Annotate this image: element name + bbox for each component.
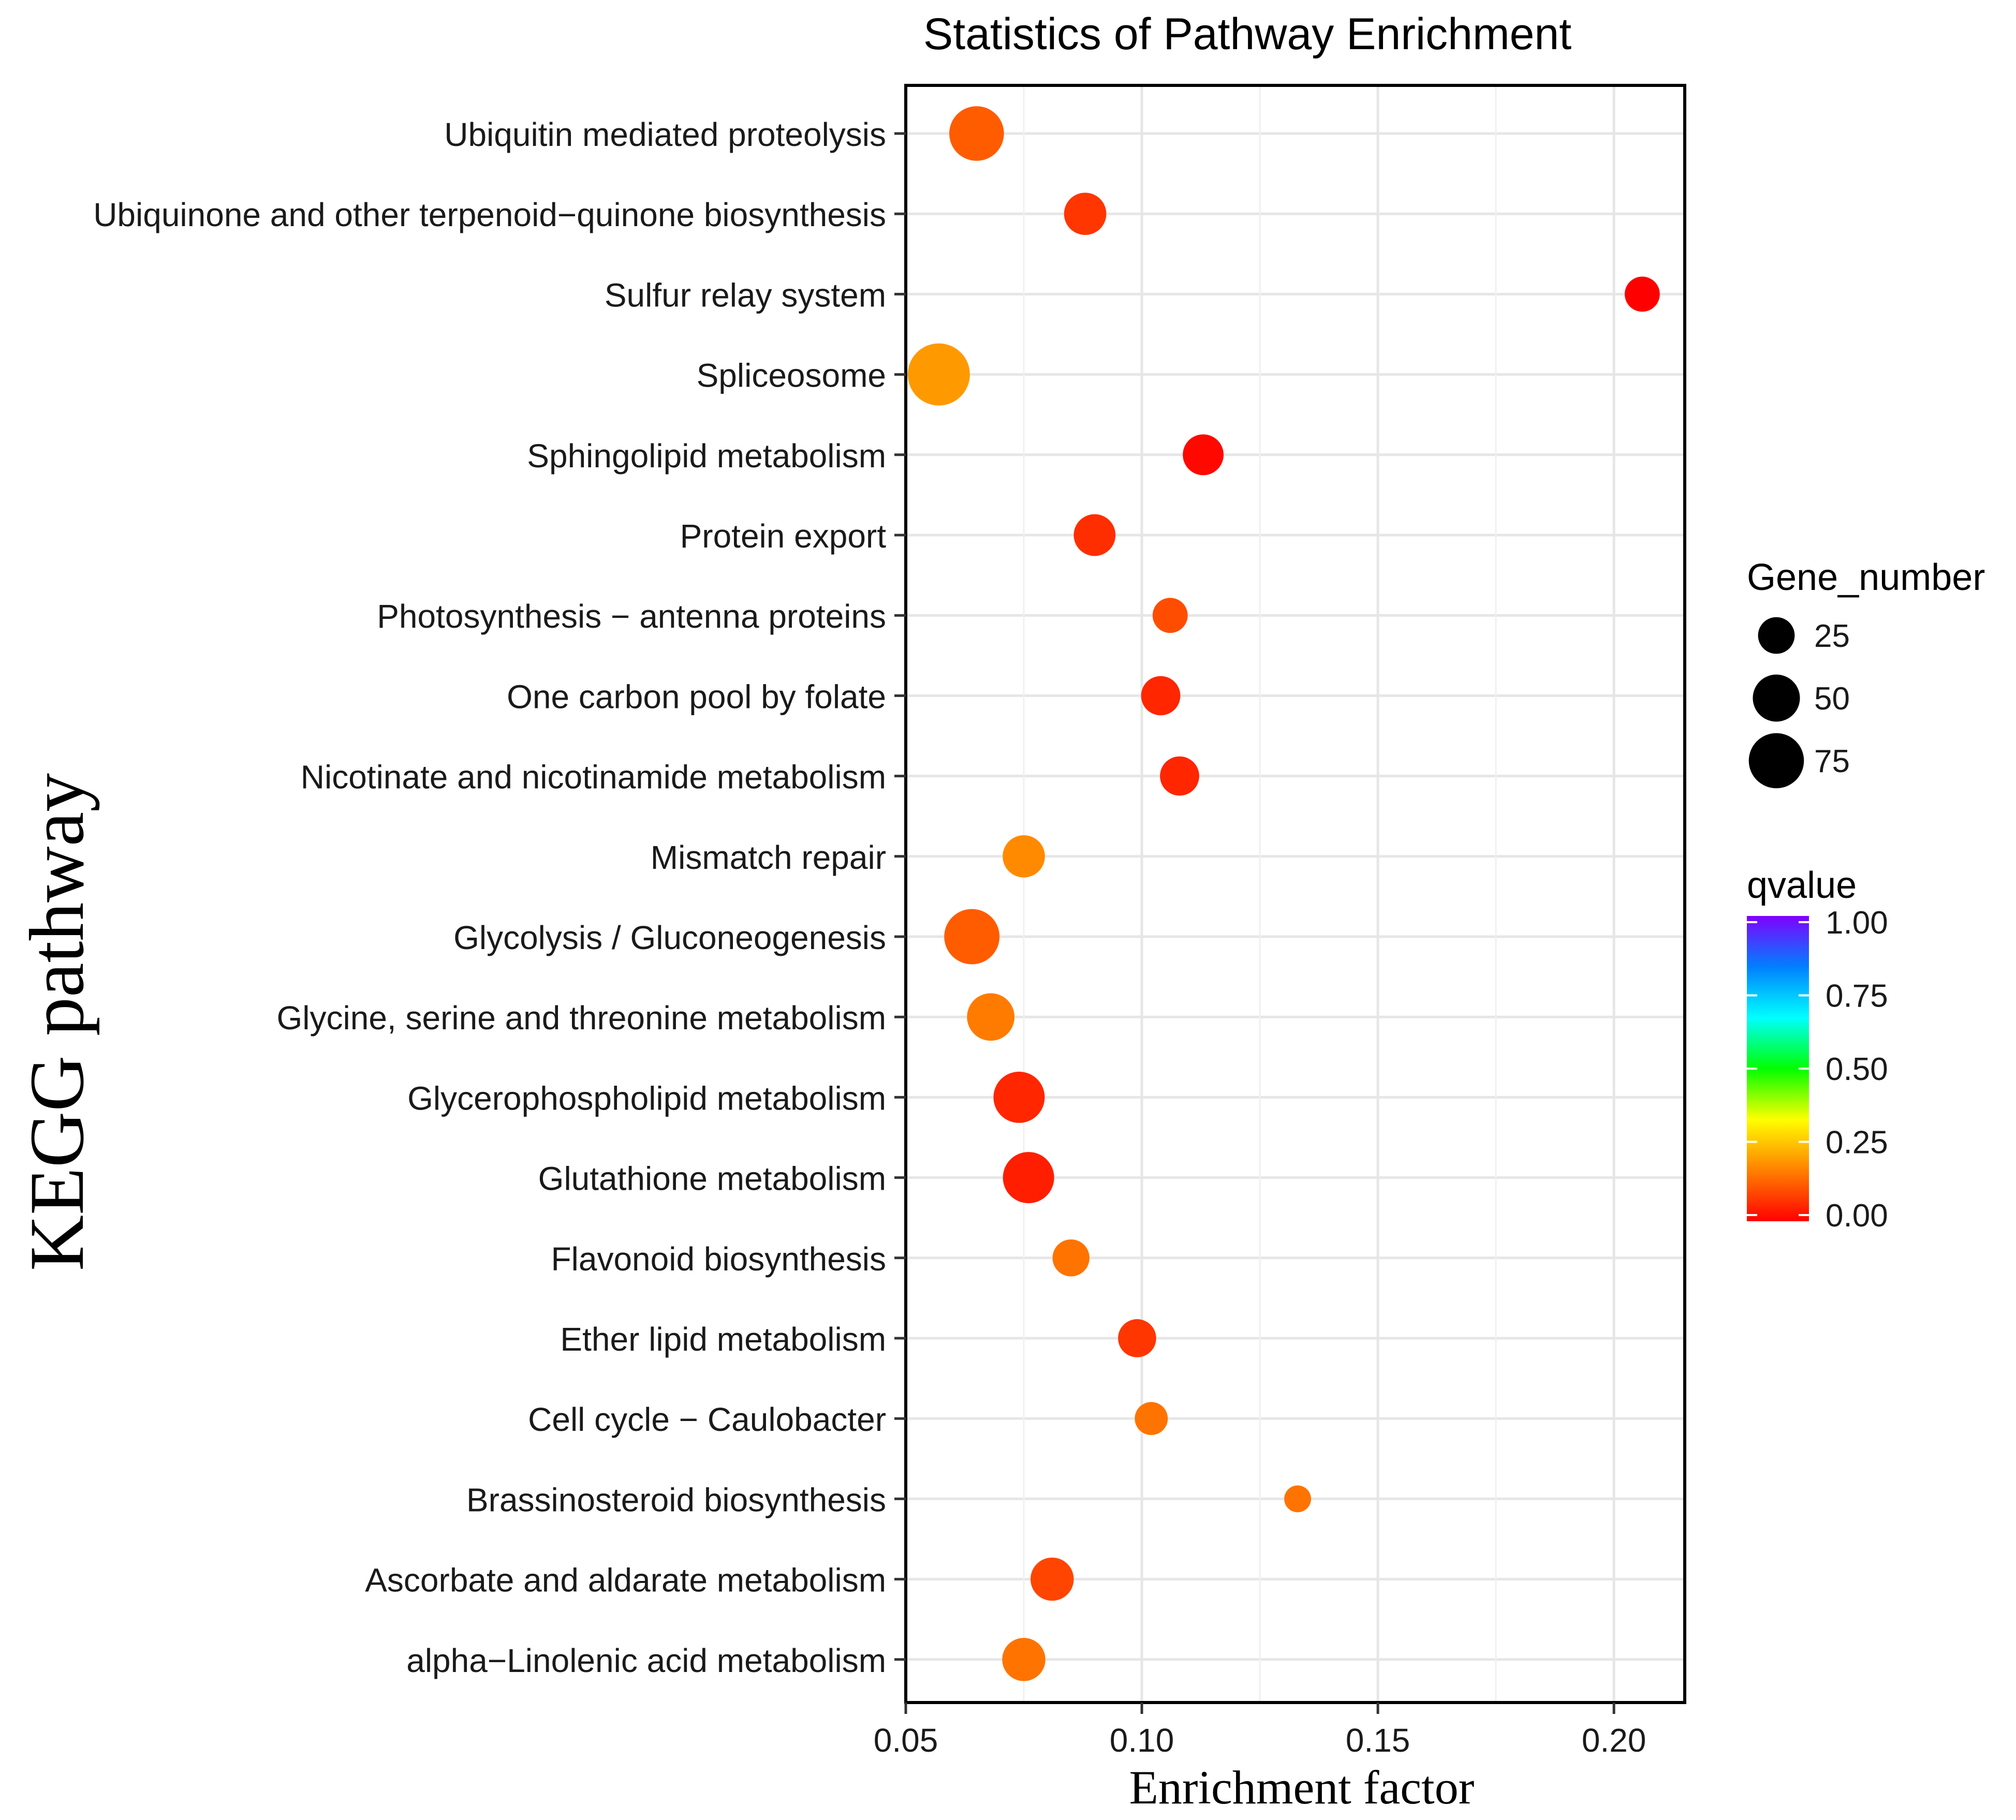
size-legend-key [1753, 674, 1800, 722]
y-tick-label: Ubiquinone and other terpenoid−quinone b… [93, 196, 886, 233]
data-point [1118, 1319, 1156, 1357]
y-tick-label: Glycine, serine and threonine metabolism [277, 999, 887, 1037]
data-point [907, 343, 970, 406]
size-legend-key [1748, 733, 1804, 789]
data-point [1135, 1402, 1168, 1436]
y-axis-tick-labels: Ubiquitin mediated proteolysis Ubiquinone… [93, 116, 906, 1679]
data-point [1003, 1152, 1054, 1204]
chart-title: Statistics of Pathway Enrichment [923, 9, 1571, 59]
size-legend-label: 75 [1814, 744, 1850, 779]
x-axis-ticks: 0.05 0.10 0.15 0.20 [874, 1703, 1646, 1759]
y-tick-label: Mismatch repair [651, 839, 886, 876]
y-tick-label: Brassinosteroid biosynthesis [466, 1481, 886, 1518]
x-tick-label: 0.05 [874, 1722, 938, 1759]
size-legend-label: 50 [1814, 681, 1850, 717]
y-tick-label: alpha−Linolenic acid metabolism [406, 1642, 886, 1679]
y-tick-label: Glycerophospholipid metabolism [407, 1079, 886, 1117]
y-axis-label: KEGG pathway [14, 773, 100, 1271]
data-point [1183, 434, 1224, 476]
data-point [1002, 1638, 1046, 1681]
y-tick-label: Ubiquitin mediated proteolysis [444, 116, 886, 153]
y-tick-label: Sphingolipid metabolism [527, 437, 886, 475]
y-tick-label: Flavonoid biosynthesis [551, 1240, 886, 1278]
data-point [1031, 1557, 1074, 1601]
y-tick-label: Nicotinate and nicotinamide metabolism [301, 759, 886, 796]
y-tick-label: Photosynthesis − antenna proteins [377, 598, 886, 635]
size-legend-key [1758, 617, 1795, 654]
plot-panel-border [904, 84, 1686, 1704]
data-point [1152, 598, 1188, 633]
data-point [1003, 835, 1045, 878]
data-point [1064, 193, 1107, 235]
x-axis-label: Enrichment factor [1129, 1761, 1475, 1814]
data-point [1073, 514, 1116, 556]
data-point [1284, 1485, 1311, 1513]
data-points [907, 106, 1660, 1681]
colorbar-label: 0.00 [1826, 1198, 1888, 1234]
data-point [967, 993, 1015, 1041]
y-tick-label: Cell cycle − Caulobacter [528, 1401, 886, 1438]
data-point [949, 106, 1004, 161]
x-tick-label: 0.20 [1582, 1722, 1646, 1759]
y-tick-label: Ether lipid metabolism [560, 1321, 886, 1358]
x-tick-label: 0.15 [1346, 1722, 1410, 1759]
y-tick-label: One carbon pool by folate [507, 678, 886, 715]
size-legend-title: Gene_number [1747, 557, 1985, 598]
data-point [1141, 676, 1181, 716]
y-tick-label: Ascorbate and aldarate metabolism [365, 1562, 886, 1599]
y-tick-label: Glutathione metabolism [538, 1160, 886, 1197]
y-tick-label: Glycolysis / Gluconeogenesis [453, 919, 886, 956]
colorbar-label: 1.00 [1826, 905, 1888, 941]
data-point [1052, 1239, 1090, 1277]
data-point [993, 1071, 1045, 1123]
colorbar-label: 0.50 [1826, 1052, 1888, 1087]
data-point [1160, 756, 1199, 796]
size-legend-label: 25 [1814, 618, 1850, 654]
y-tick-label: Sulfur relay system [605, 276, 886, 314]
x-tick-label: 0.10 [1110, 1722, 1174, 1759]
data-point [944, 909, 1000, 965]
y-tick-label: Spliceosome [697, 357, 886, 394]
size-legend: Gene_number 25 50 75 [1747, 557, 1985, 789]
color-legend: qvalue 1.00 0.75 0.50 0.25 0.00 [1747, 865, 1888, 1234]
y-tick-label: Protein export [680, 517, 887, 555]
grid-lines [904, 85, 1685, 1703]
colorbar-label: 0.75 [1826, 979, 1888, 1014]
data-point [1625, 276, 1660, 312]
color-legend-title: qvalue [1747, 865, 1857, 906]
colorbar-label: 0.25 [1826, 1125, 1888, 1161]
